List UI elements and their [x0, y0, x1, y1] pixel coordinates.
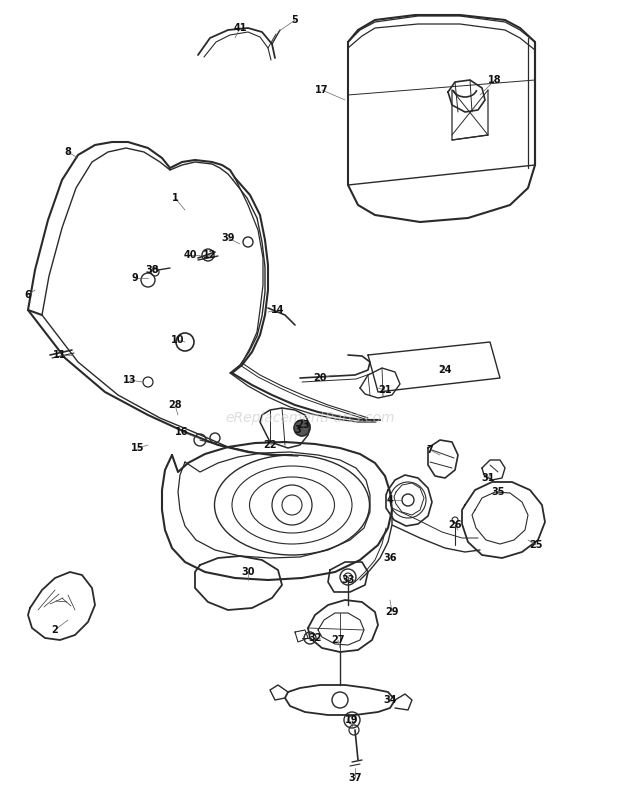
Text: 40: 40 [184, 250, 197, 260]
Text: 26: 26 [448, 520, 462, 530]
Text: 4: 4 [387, 495, 393, 505]
Text: 15: 15 [131, 443, 144, 453]
Text: 27: 27 [331, 635, 345, 645]
Text: eReplacementParts.com: eReplacementParts.com [225, 411, 395, 425]
Text: 8: 8 [64, 147, 71, 157]
Text: 29: 29 [385, 607, 399, 617]
Text: 25: 25 [529, 540, 542, 550]
Text: 23: 23 [296, 420, 310, 430]
Text: 34: 34 [383, 695, 397, 705]
Text: 33: 33 [341, 575, 355, 585]
Text: 7: 7 [427, 445, 433, 455]
Text: 19: 19 [345, 715, 359, 725]
Text: 37: 37 [348, 773, 361, 783]
Text: 31: 31 [481, 473, 495, 483]
Text: 21: 21 [378, 385, 392, 395]
Text: 35: 35 [491, 487, 505, 497]
Text: 20: 20 [313, 373, 327, 383]
Text: 10: 10 [171, 335, 185, 345]
Text: 13: 13 [123, 375, 137, 385]
Text: 36: 36 [383, 553, 397, 563]
Text: 17: 17 [315, 85, 329, 95]
Text: 3: 3 [294, 425, 301, 435]
Text: 12: 12 [203, 250, 217, 260]
Text: 14: 14 [272, 305, 285, 315]
Text: 1: 1 [172, 193, 179, 203]
Text: 6: 6 [25, 290, 32, 300]
Text: 41: 41 [233, 23, 247, 33]
Text: 32: 32 [308, 633, 322, 643]
Text: 30: 30 [241, 567, 255, 577]
Text: 28: 28 [168, 400, 182, 410]
Text: 5: 5 [291, 15, 298, 25]
Circle shape [294, 420, 310, 436]
Text: 16: 16 [175, 427, 188, 437]
Text: 39: 39 [221, 233, 235, 243]
Text: 22: 22 [264, 440, 277, 450]
Text: 18: 18 [488, 75, 502, 85]
Text: 9: 9 [131, 273, 138, 283]
Text: 2: 2 [51, 625, 58, 635]
Text: 38: 38 [145, 265, 159, 275]
Text: 24: 24 [438, 365, 452, 375]
Text: 11: 11 [53, 350, 67, 360]
